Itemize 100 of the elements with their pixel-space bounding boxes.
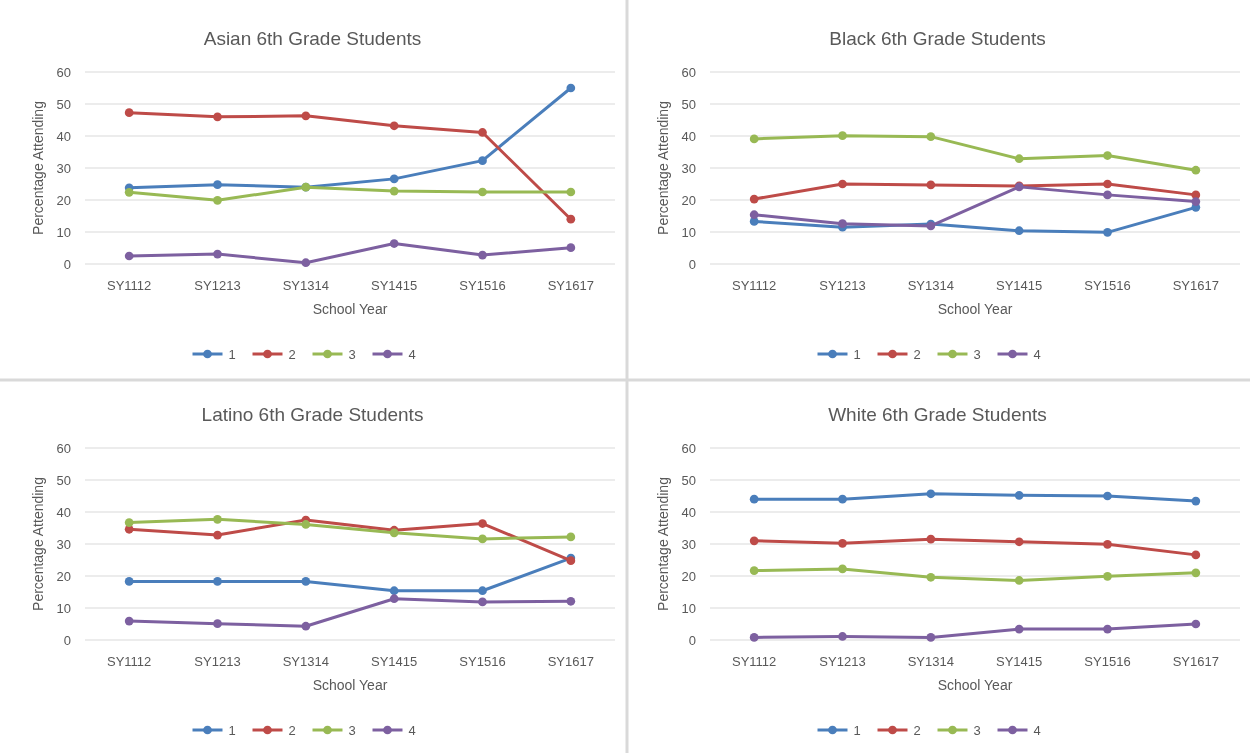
point [301,111,311,121]
point [838,539,847,548]
point [1103,539,1112,549]
x-tick-label: SY1112 [106,278,152,293]
point [838,564,847,574]
y-tick-label: 10 [681,600,696,616]
point [124,518,134,527]
point [124,187,134,197]
point [213,515,222,524]
point [213,619,222,629]
point [749,210,759,220]
point [749,633,759,642]
point [1014,537,1024,547]
y-tick-label: 10 [56,600,71,616]
point [1103,179,1112,189]
point [1014,624,1024,634]
y-tick-label: 30 [56,160,71,176]
y-tick-label: 30 [56,536,71,552]
point [1191,496,1201,506]
point [566,243,576,253]
point [478,597,487,607]
point [1014,154,1024,164]
point [478,586,487,596]
legend-label: 1 [853,346,861,362]
point [1191,550,1201,560]
point [749,494,759,504]
point [301,621,311,631]
legend-label: 1 [853,722,861,738]
x-tick-label: SY1314 [282,654,329,669]
legend-label: 3 [348,722,356,738]
x-tick-label: SY1516 [1084,278,1131,293]
y-tick-label: 50 [681,96,696,112]
point [213,195,222,205]
x-tick-label: SY1415 [996,654,1043,669]
x-tick-label: SY1415 [996,278,1043,293]
y-tick-label: 30 [681,160,696,176]
point [838,179,847,189]
point [749,134,759,144]
point [838,131,847,141]
x-axis-title: School Year [312,677,388,693]
point [926,534,936,544]
point [389,121,399,131]
x-tick-label: SY1314 [907,278,954,293]
point [478,187,487,197]
point [478,128,487,137]
y-tick-label: 40 [681,504,696,520]
point [213,249,222,259]
x-tick-label: SY1112 [731,654,777,669]
y-axis-title: Percentage Attending [30,477,46,611]
chart-title: White 6th Grade Students [828,404,1047,425]
y-tick-label: 60 [56,440,71,456]
point [838,494,847,504]
point [478,534,487,544]
x-tick-label: SY1213 [819,654,866,669]
y-tick-label: 0 [63,632,71,648]
x-tick-label: SY1112 [731,278,777,293]
y-tick-label: 50 [56,96,71,112]
legend-label: 4 [1033,346,1041,362]
x-tick-label: SY1516 [459,654,506,669]
point [124,616,134,626]
legend-label: 1 [228,722,236,738]
point [749,566,759,575]
y-tick-label: 50 [681,472,696,488]
y-tick-label: 10 [56,224,71,240]
point [1103,571,1112,581]
point [124,251,134,261]
legend-label: 3 [348,346,356,362]
legend-label: 4 [1033,722,1041,738]
point [1014,226,1024,236]
point [389,186,399,196]
point [1191,568,1201,578]
legend-label: 2 [913,722,921,738]
x-tick-label: SY1112 [106,654,152,669]
legend-label: 2 [288,346,296,362]
legend-label: 4 [408,722,416,738]
point [1191,165,1201,175]
y-tick-label: 10 [681,224,696,240]
legend-label: 4 [408,346,416,362]
x-tick-label: SY1415 [371,654,418,669]
legend-label: 2 [288,722,296,738]
point [926,572,936,582]
x-tick-label: SY1617 [1172,654,1219,669]
point [1103,227,1112,237]
point [478,156,487,165]
x-tick-label: SY1213 [194,654,241,669]
point [566,214,576,224]
point [478,519,487,528]
point [478,250,487,260]
y-tick-label: 60 [681,64,696,80]
point [124,577,134,586]
y-tick-label: 0 [688,632,696,648]
point [389,174,399,184]
x-axis-title: School Year [937,677,1013,693]
x-tick-label: SY1314 [907,654,954,669]
legend-label: 3 [973,346,981,362]
x-tick-label: SY1415 [371,278,418,293]
y-tick-label: 30 [681,536,696,552]
point [749,536,759,546]
point [926,180,936,190]
y-tick-label: 0 [688,256,696,272]
